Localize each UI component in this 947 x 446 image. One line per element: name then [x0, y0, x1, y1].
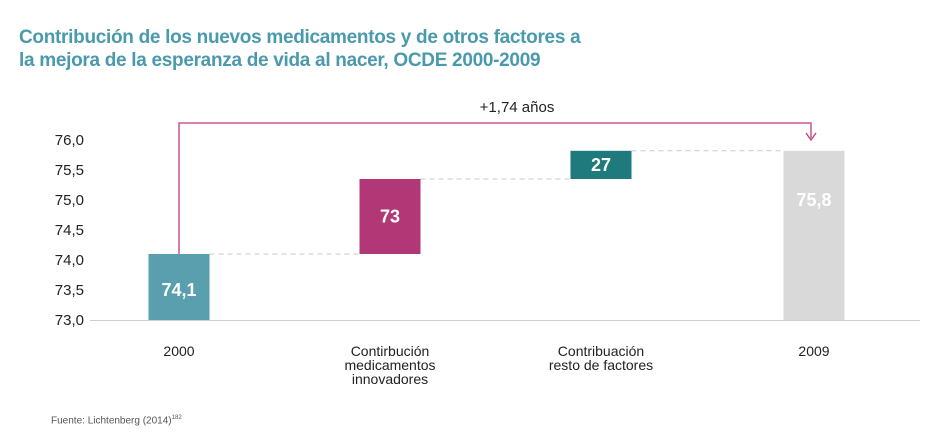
bar-value-label: 75,8 — [796, 190, 831, 210]
arrow-line — [178, 122, 812, 254]
arrow-head — [805, 132, 817, 142]
y-tick-label: 73,5 — [55, 282, 84, 299]
y-axis: 73,0 73,5 74,0 74,5 75,0 75,5 76,0 — [55, 132, 920, 329]
y-tick-label: 73,0 — [55, 312, 84, 329]
bar-value-label: 27 — [591, 155, 611, 175]
y-tick-label: 75,5 — [55, 162, 84, 179]
bar — [570, 150, 632, 179]
x-category-label: 2009 — [798, 343, 829, 359]
bar-value-label: 74,1 — [161, 280, 196, 300]
x-category-label: 2000 — [163, 343, 194, 359]
total-change-label: +1,74 años — [480, 99, 555, 116]
chart-title-line-2: la mejora de la esperanza de vida al nac… — [19, 50, 541, 71]
bars: 74,1 73 27 75,8 — [148, 150, 845, 320]
x-category-label: Contribuación — [558, 343, 644, 359]
y-tick-label: 74,5 — [55, 222, 84, 239]
x-category-label: medicamentos — [344, 357, 435, 373]
bar — [359, 179, 421, 254]
y-tick-label: 74,0 — [55, 252, 84, 269]
bar-value-label: 73 — [380, 207, 400, 227]
total-change-arrow: +1,74 años — [178, 99, 817, 254]
x-category-label: innovadores — [352, 371, 428, 387]
chart-title-line-1: Contribución de los nuevos medicamentos … — [19, 27, 581, 48]
y-tick-label: 76,0 — [55, 132, 84, 149]
bar — [148, 254, 210, 320]
source-reference: 182 — [171, 415, 182, 421]
source-text: Fuente: Lichtenberg (2014) — [51, 415, 172, 427]
connector-lines — [209, 150, 784, 255]
chart-title: Contribución de los nuevos medicamentos … — [19, 26, 581, 72]
y-tick-label: 75,0 — [55, 192, 84, 209]
bar — [783, 150, 845, 320]
x-category-label: resto de factores — [549, 357, 653, 373]
source-note: Fuente: Lichtenberg (2014)182 — [51, 415, 182, 426]
x-category-label: Contirbución — [351, 343, 430, 359]
